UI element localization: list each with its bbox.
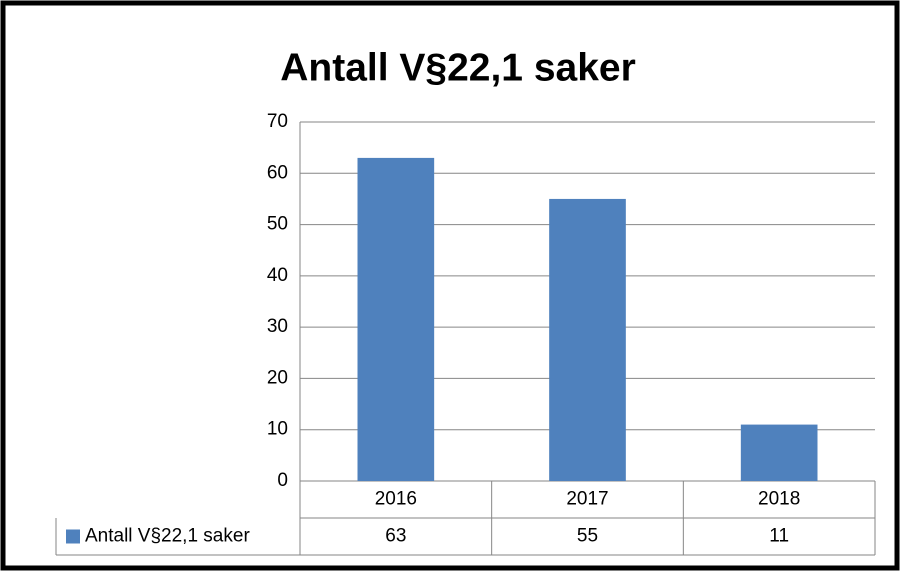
bar <box>549 198 626 481</box>
y-tick-label: 60 <box>267 162 288 183</box>
chart-title: Antall V§22,1 saker <box>280 46 636 89</box>
y-tick-label: 30 <box>267 316 288 337</box>
legend-label: Antall V§22,1 saker <box>85 526 250 547</box>
bar <box>740 424 818 481</box>
table-value: 63 <box>385 526 406 547</box>
x-tick-label: 2016 <box>375 489 417 510</box>
bar <box>357 157 435 481</box>
table-value: 55 <box>577 526 598 547</box>
y-tick-label: 50 <box>267 214 288 235</box>
y-tick-label: 70 <box>267 111 288 132</box>
y-tick-label: 40 <box>267 265 288 286</box>
y-tick-label: 10 <box>267 419 288 440</box>
y-tick-label: 0 <box>277 470 288 491</box>
x-tick-label: 2018 <box>758 489 800 510</box>
legend-key <box>66 529 80 544</box>
table-value: 11 <box>769 526 789 547</box>
y-tick-label: 20 <box>267 367 288 388</box>
x-tick-label: 2017 <box>566 489 608 510</box>
